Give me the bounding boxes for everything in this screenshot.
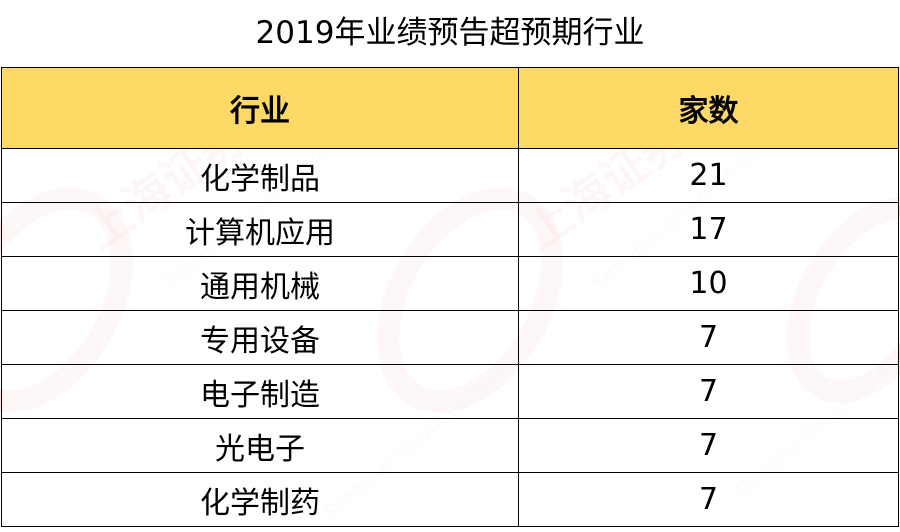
page-title: 2019年业绩预告超预期行业 bbox=[255, 15, 645, 51]
cell-count: 10 bbox=[518, 256, 899, 311]
cell-industry: 电子制造 bbox=[1, 364, 519, 419]
table-row: 电子制造 7 bbox=[1, 364, 899, 419]
table-row: 通用机械 10 bbox=[1, 256, 899, 311]
table-row: 专用设备 7 bbox=[1, 310, 899, 365]
cell-industry: 化学制药 bbox=[1, 472, 519, 527]
table-header-row: 行业 家数 bbox=[1, 67, 899, 149]
cell-count: 7 bbox=[518, 364, 899, 419]
cell-count: 7 bbox=[518, 418, 899, 473]
cell-industry: 光电子 bbox=[1, 418, 519, 473]
cell-count: 21 bbox=[518, 148, 899, 203]
cell-industry: 通用机械 bbox=[1, 256, 519, 311]
cell-count: 7 bbox=[518, 472, 899, 527]
table-row: 化学制品 21 bbox=[1, 148, 899, 203]
table-row: 计算机应用 17 bbox=[1, 202, 899, 257]
cell-industry: 专用设备 bbox=[1, 310, 519, 365]
cell-count: 7 bbox=[518, 310, 899, 365]
cell-industry: 化学制品 bbox=[1, 148, 519, 203]
industry-table: 行业 家数 化学制品 21 计算机应用 17 通用机械 10 专用设备 7 电子 bbox=[1, 67, 899, 527]
cell-industry: 计算机应用 bbox=[1, 202, 519, 257]
header-count: 家数 bbox=[518, 67, 899, 149]
table-row: 光电子 7 bbox=[1, 418, 899, 473]
cell-count: 17 bbox=[518, 202, 899, 257]
table-row: 化学制药 7 bbox=[1, 472, 899, 527]
header-industry: 行业 bbox=[1, 67, 519, 149]
